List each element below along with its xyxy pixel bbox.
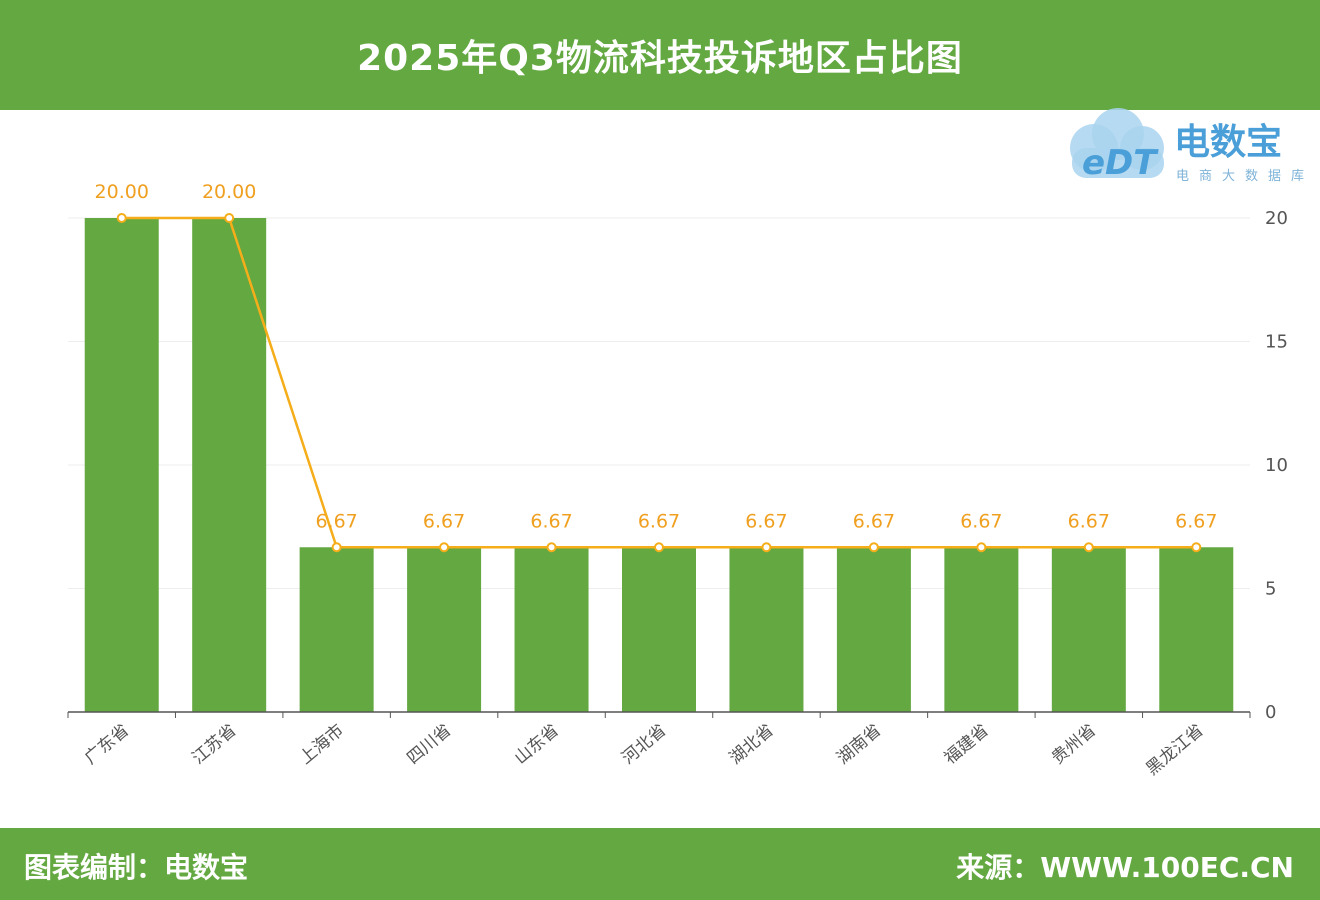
logo-mark: eDT [1082, 143, 1159, 183]
y-tick-label: 5 [1265, 579, 1276, 600]
x-category-label: 四川省 [403, 721, 455, 769]
line-point [439, 542, 450, 553]
line-point [116, 213, 127, 223]
chart-footer: 图表编制：电数宝 来源：WWW.100EC.CN [0, 828, 1320, 900]
data-label: 6.67 [745, 510, 787, 532]
x-category-label: 广东省 [81, 721, 133, 769]
line-point [224, 213, 235, 223]
x-category-label: 湖北省 [726, 721, 778, 769]
data-label: 6.67 [960, 510, 1002, 532]
bar [407, 547, 482, 712]
footer-source: 来源：WWW.100EC.CN [956, 851, 1294, 884]
line-point [761, 542, 772, 553]
x-category-label: 上海市 [296, 721, 348, 769]
x-category-label: 河北省 [618, 721, 670, 769]
bar [84, 218, 159, 712]
y-tick-label: 15 [1265, 332, 1288, 353]
edt-logo: eDT 电数宝 电商大数据库 [1070, 108, 1312, 184]
data-label: 6.67 [530, 510, 572, 532]
footer-credit: 图表编制：电数宝 [24, 851, 249, 884]
data-label: 6.67 [1068, 510, 1110, 532]
line-point [1083, 542, 1094, 553]
bar [514, 547, 589, 712]
y-tick-label: 20 [1265, 208, 1288, 229]
bar [729, 547, 804, 712]
line-point [868, 542, 879, 553]
logo-sub: 电商大数据库 [1176, 168, 1312, 184]
line-point [1191, 542, 1202, 553]
x-category-label: 江苏省 [188, 721, 240, 769]
x-category-label: 山东省 [511, 721, 563, 769]
data-label: 6.67 [423, 510, 465, 532]
bar [1159, 547, 1234, 712]
bar [192, 218, 267, 712]
line-point [976, 542, 987, 553]
x-category-label: 湖南省 [833, 721, 885, 769]
chart-header: 2025年Q3物流科技投诉地区占比图 [0, 0, 1320, 110]
data-label: 20.00 [202, 181, 256, 203]
x-category-label: 贵州省 [1048, 721, 1100, 769]
line-point [654, 542, 664, 553]
data-label: 20.00 [95, 181, 149, 203]
x-category-label: 福建省 [941, 721, 993, 769]
data-label: 6.67 [1175, 510, 1217, 532]
data-label: 6.67 [315, 510, 357, 532]
data-label: 6.67 [853, 510, 895, 532]
logo-brand: 电数宝 [1174, 122, 1282, 163]
y-tick-label: 10 [1265, 455, 1288, 476]
y-tick-label: 0 [1265, 702, 1276, 723]
line-series [121, 216, 1197, 549]
line-point [546, 542, 557, 553]
bar [299, 547, 374, 712]
cloud-icon [1070, 108, 1164, 178]
x-category-label: 黑龙江省 [1143, 721, 1208, 780]
data-label: 6.67 [638, 510, 680, 532]
bar [622, 547, 696, 712]
bar [1051, 547, 1126, 712]
bar [944, 547, 1019, 712]
line-point [331, 542, 342, 553]
bar-line-chart: 0 5 10 15 20 20.00 20.00 6.67 6.67 6.67 6.67 6.67 6.… [67, 181, 1288, 780]
chart-area: 0 5 10 15 20 20.00 20.00 6.67 6.67 6.67 6.67 6.67 6.… [0, 110, 1320, 828]
chart-title: 2025年Q3物流科技投诉地区占比图 [357, 38, 963, 79]
bar [836, 547, 911, 712]
